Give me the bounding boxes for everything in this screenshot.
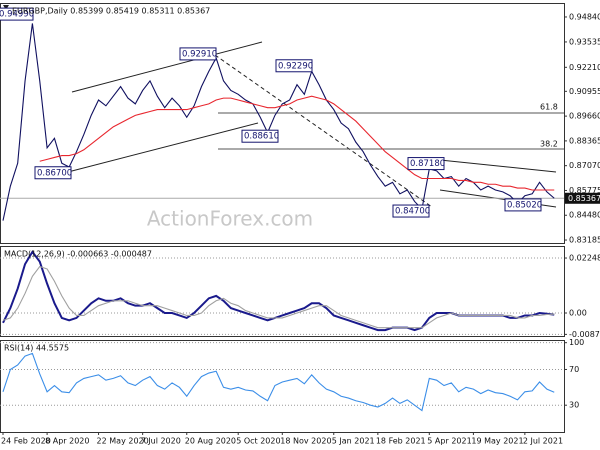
- x-tick-label: 18 Feb 2021: [376, 437, 426, 446]
- series-line: [2, 352, 555, 412]
- panel-frame: [0, 3, 565, 244]
- x-tick-label: 5 Jan 2021: [332, 437, 375, 446]
- annotation-box: [241, 129, 279, 143]
- annotation-label: 0.86700: [37, 168, 72, 178]
- y-tick-label: 0.00: [569, 309, 587, 318]
- y-tick-label: 0.84480: [569, 211, 600, 220]
- annotation-label: 0.87180: [410, 159, 445, 169]
- y-tick-label: 0.92210: [569, 63, 600, 72]
- annotation-label: 0.92290: [278, 61, 313, 71]
- x-tick-label: 19 May 2021: [471, 437, 523, 446]
- trend-line: [214, 54, 433, 208]
- series-line: [2, 23, 555, 221]
- y-tick-label: 0.85775: [569, 186, 600, 195]
- y-tick-label: 0.87070: [569, 161, 600, 170]
- last-price-box: [565, 192, 600, 204]
- x-tick-label: 20 Aug 2020: [185, 437, 236, 446]
- y-tick-label: 0.89660: [569, 112, 600, 121]
- y-tick-label: 0.94840: [569, 12, 600, 21]
- annotation-box: [392, 204, 430, 218]
- channel-line: [439, 159, 557, 173]
- series-line: [2, 265, 555, 329]
- annotation-label: 0.88610: [244, 132, 279, 142]
- series-line: [39, 95, 555, 191]
- watermark: ActionForex.com: [147, 207, 313, 231]
- y-tick-label: 0.93535: [569, 37, 600, 46]
- x-tick-label: 24 Feb 2020: [1, 437, 51, 446]
- annotation-box: [407, 157, 445, 171]
- panel-title: RSI(14) 44.5575: [4, 344, 69, 353]
- annotation-box: [504, 198, 542, 212]
- panel-frame: [0, 246, 565, 337]
- x-tick-label: 18 Nov 2020: [280, 437, 331, 446]
- menu-icon: [3, 5, 9, 10]
- y-tick-label: 0.90955: [569, 87, 600, 96]
- y-tick-label: 70: [569, 365, 579, 374]
- annotation-label: 0.84700: [395, 207, 430, 217]
- fib-label: 61.8: [540, 103, 558, 112]
- annotation-label: 0.85020: [507, 200, 542, 210]
- y-tick-label: 0.022482: [569, 254, 600, 263]
- x-tick-label: 7 Jul 2020: [141, 437, 181, 446]
- panel-title: EURGBP,Daily 0.85399 0.85419 0.85311 0.8…: [12, 7, 210, 16]
- fib-label: 38.2: [540, 140, 558, 149]
- trendlines: [67, 41, 564, 208]
- annotation-box: [179, 47, 217, 61]
- annotation-box: [0, 7, 34, 21]
- y-tick-label: 100: [569, 338, 584, 347]
- channel-line: [71, 41, 263, 93]
- x-tick-label: 5 Oct 2020: [236, 437, 280, 446]
- x-tick-label: 8 Apr 2020: [45, 437, 89, 446]
- x-tick-label: 2 Jul 2021: [523, 437, 563, 446]
- panel-title: MACD(12,26,9) -0.000663 -0.000487: [4, 250, 152, 259]
- y-tick-label: 30: [569, 401, 579, 410]
- x-tick-label: 22 May 2020: [97, 437, 149, 446]
- y-tick-label: 0.83185: [569, 236, 600, 245]
- annotation-label: 0.92910: [182, 49, 217, 59]
- x-tick-label: 5 Apr 2021: [427, 437, 471, 446]
- annotation-label: 0.94990: [0, 10, 34, 20]
- y-tick-label: -0.008736: [569, 330, 600, 339]
- annotation-box: [275, 59, 313, 73]
- last-price-label: 0.85367: [568, 194, 600, 203]
- y-tick-label: 0.88365: [569, 136, 600, 145]
- channel-line: [67, 122, 259, 173]
- annotation-box: [34, 166, 72, 180]
